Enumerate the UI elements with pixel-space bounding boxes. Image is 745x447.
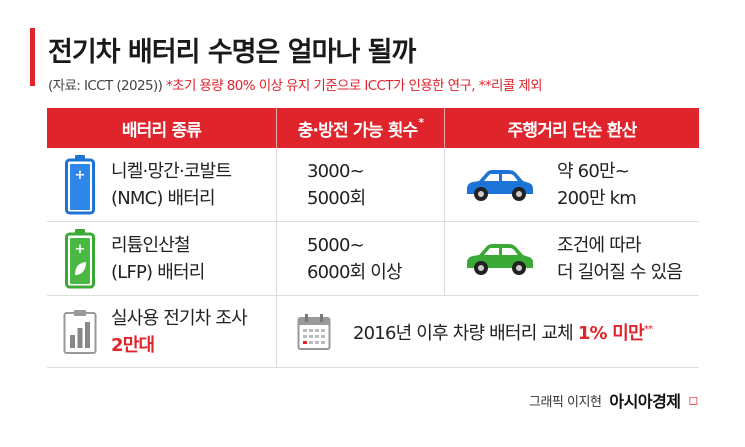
survey-count: 2만대 — [111, 334, 155, 356]
brand-mark-icon: ◻ — [688, 393, 699, 407]
range-cell: 약 60만~ 200만 km — [445, 148, 699, 221]
source-text: (자료: ICCT (2025)) — [48, 78, 163, 94]
battery-lfp-icon: + — [65, 228, 95, 288]
table-header: 배터리 종류 충·방전 가능 횟수 * 주행거리 단순 환산 — [47, 108, 699, 148]
range-line2: 더 길어질 수 있음 — [557, 261, 683, 283]
source-note-1: *초기 용량 80% 이상 유지 기준으로 ICCT가 인용한 연구, — [165, 78, 476, 94]
battery-table: 배터리 종류 충·방전 가능 횟수 * 주행거리 단순 환산 + 니켈·망간·코발… — [47, 108, 699, 368]
range-line2: 200만 km — [557, 187, 637, 209]
source-line: (자료: ICCT (2025)) *초기 용량 80% 이상 유지 기준으로 … — [48, 74, 543, 94]
battery-name-line1: 니켈·망간·코발트 — [111, 160, 232, 182]
cycles-cell: 5000~ 6000회 이상 — [277, 222, 445, 295]
battery-name-line1: 리튬인산철 — [111, 234, 191, 256]
battery-cell: + 리튬인산철 (LFP) 배터리 — [47, 222, 277, 295]
header-range: 주행거리 단순 환산 — [507, 120, 638, 141]
range-line1: 조건에 따라 — [557, 234, 642, 256]
header-battery-type: 배터리 종류 — [47, 108, 277, 148]
battery-cell: + 니켈·망간·코발트 (NMC) 배터리 — [47, 148, 277, 221]
cycles-line2: 6000회 이상 — [307, 261, 403, 283]
survey-label: 실사용 전기차 조사 — [111, 307, 248, 329]
credit-author: 그래픽 이지현 — [529, 394, 602, 410]
header-cycles: 충·방전 가능 횟수 * — [277, 108, 445, 148]
replacement-highlight: 1% 미만 — [577, 323, 645, 344]
header-cycles-label: 충·방전 가능 횟수 — [297, 120, 419, 141]
header-cycles-mark: * — [418, 116, 424, 129]
table-row: 실사용 전기차 조사 2만대 2016년 이후 차량 배터리 교체 1% 미만*… — [47, 296, 699, 368]
svg-text:+: + — [75, 242, 86, 257]
range-line1: 약 60만~ — [557, 160, 630, 182]
replacement-text: 2016년 이후 차량 배터리 교체 1% 미만** — [353, 316, 653, 347]
cycles-line1: 3000~ — [307, 160, 365, 182]
cycles-line2: 5000회 — [307, 187, 366, 209]
cycles-cell: 3000~ 5000회 — [277, 148, 445, 221]
table-row: + 니켈·망간·코발트 (NMC) 배터리 3000~ 5000회 약 60만 — [47, 148, 699, 222]
calendar-icon — [297, 313, 331, 350]
car-icon — [467, 169, 533, 201]
source-note-2: **리콜 제외 — [478, 78, 543, 94]
battery-name-line2: (NMC) 배터리 — [111, 187, 216, 209]
survey-cell: 실사용 전기차 조사 2만대 — [47, 296, 277, 367]
replacement-cell: 2016년 이후 차량 배터리 교체 1% 미만** — [277, 296, 699, 367]
battery-name-line2: (LFP) 배터리 — [111, 261, 205, 283]
cycles-line1: 5000~ — [307, 234, 365, 256]
credit-line: 그래픽 이지현 아시아경제 ◻ — [529, 388, 699, 412]
brand-logo: 아시아경제 — [609, 392, 681, 411]
range-cell: 조건에 따라 더 길어질 수 있음 — [445, 222, 699, 295]
bar-chart-clipboard-icon — [63, 309, 97, 354]
title-accent-bar — [30, 28, 35, 86]
replacement-prefix: 2016년 이후 차량 배터리 교체 — [353, 323, 578, 344]
car-icon — [467, 243, 533, 275]
page-title: 전기차 배터리 수명은 얼마나 될까 — [48, 37, 416, 68]
battery-nmc-icon: + — [65, 154, 95, 214]
svg-text:+: + — [75, 168, 86, 183]
replacement-mark: ** — [643, 324, 653, 335]
table-row: + 리튬인산철 (LFP) 배터리 5000~ 6000회 이상 — [47, 222, 699, 296]
